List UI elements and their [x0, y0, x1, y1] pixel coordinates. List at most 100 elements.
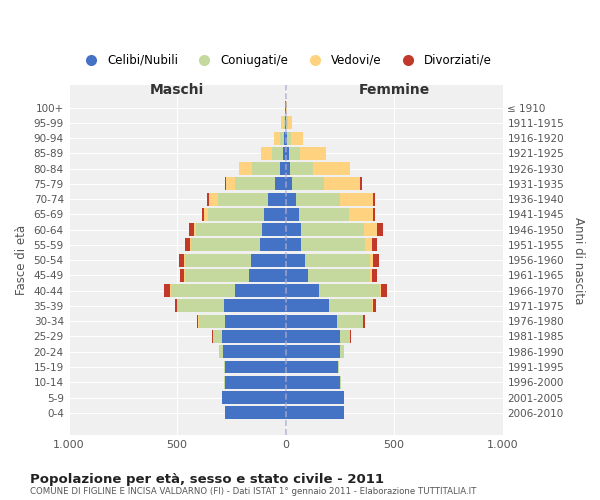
Bar: [338, 360, 339, 374]
Bar: [286, 314, 337, 328]
Bar: [323, 178, 361, 190]
Bar: [340, 346, 344, 358]
Bar: [175, 300, 177, 312]
Bar: [305, 254, 370, 266]
Bar: [286, 178, 292, 190]
Bar: [199, 314, 225, 328]
Bar: [284, 132, 286, 144]
Bar: [281, 116, 284, 130]
Bar: [223, 346, 286, 358]
Bar: [290, 132, 302, 144]
Bar: [290, 162, 313, 175]
Bar: [220, 346, 223, 358]
Bar: [373, 208, 374, 221]
Bar: [262, 223, 286, 236]
Bar: [329, 300, 373, 312]
Bar: [381, 284, 388, 297]
Bar: [249, 269, 286, 282]
Bar: [301, 223, 364, 236]
Bar: [189, 223, 194, 236]
Bar: [206, 192, 209, 205]
Text: Femmine: Femmine: [358, 83, 430, 97]
Bar: [300, 147, 326, 160]
Bar: [373, 192, 376, 205]
Bar: [225, 314, 286, 328]
Bar: [213, 330, 221, 343]
Bar: [301, 238, 365, 252]
Bar: [197, 314, 199, 328]
Bar: [285, 116, 286, 130]
Bar: [365, 238, 372, 252]
Bar: [363, 314, 364, 328]
Bar: [164, 284, 170, 297]
Bar: [203, 208, 208, 221]
Bar: [185, 269, 249, 282]
Bar: [218, 192, 268, 205]
Bar: [184, 254, 185, 266]
Bar: [274, 132, 280, 144]
Bar: [299, 208, 349, 221]
Bar: [361, 178, 362, 190]
Bar: [264, 208, 286, 221]
Bar: [262, 147, 272, 160]
Bar: [308, 269, 370, 282]
Bar: [275, 178, 286, 190]
Bar: [286, 162, 290, 175]
Text: Maschi: Maschi: [150, 83, 204, 97]
Bar: [181, 269, 184, 282]
Bar: [370, 269, 372, 282]
Bar: [185, 254, 251, 266]
Bar: [191, 238, 260, 252]
Bar: [286, 391, 344, 404]
Bar: [373, 254, 379, 266]
Legend: Celibi/Nubili, Coniugati/e, Vedovi/e, Divorziati/e: Celibi/Nubili, Coniugati/e, Vedovi/e, Di…: [74, 49, 497, 72]
Bar: [286, 330, 340, 343]
Bar: [252, 162, 280, 175]
Bar: [319, 284, 380, 297]
Bar: [292, 178, 323, 190]
Bar: [224, 360, 226, 374]
Bar: [224, 376, 225, 388]
Bar: [239, 162, 252, 175]
Bar: [177, 300, 224, 312]
Bar: [364, 314, 365, 328]
Bar: [268, 192, 286, 205]
Bar: [224, 300, 286, 312]
Bar: [286, 360, 338, 374]
Bar: [286, 208, 299, 221]
Text: COMUNE DI FIGLINE E INCISA VALDARNO (FI) - Dati ISTAT 1° gennaio 2011 - Elaboraz: COMUNE DI FIGLINE E INCISA VALDARNO (FI)…: [30, 488, 476, 496]
Bar: [340, 330, 350, 343]
Bar: [337, 314, 363, 328]
Bar: [272, 147, 283, 160]
Bar: [280, 162, 286, 175]
Bar: [280, 132, 284, 144]
Bar: [286, 238, 301, 252]
Bar: [226, 178, 235, 190]
Bar: [286, 406, 344, 419]
Bar: [170, 284, 235, 297]
Bar: [286, 116, 287, 130]
Bar: [221, 391, 286, 404]
Bar: [284, 116, 285, 130]
Y-axis label: Fasce di età: Fasce di età: [15, 225, 28, 296]
Bar: [289, 147, 300, 160]
Bar: [225, 406, 286, 419]
Bar: [373, 300, 376, 312]
Bar: [283, 147, 286, 160]
Bar: [286, 284, 319, 297]
Bar: [372, 238, 377, 252]
Bar: [286, 346, 340, 358]
Bar: [296, 192, 340, 205]
Bar: [226, 360, 286, 374]
Bar: [340, 192, 373, 205]
Bar: [196, 223, 262, 236]
Bar: [194, 223, 196, 236]
Bar: [235, 178, 275, 190]
Bar: [185, 238, 190, 252]
Bar: [286, 132, 287, 144]
Bar: [208, 208, 264, 221]
Bar: [286, 254, 305, 266]
Y-axis label: Anni di nascita: Anni di nascita: [572, 216, 585, 304]
Bar: [286, 192, 296, 205]
Bar: [372, 269, 377, 282]
